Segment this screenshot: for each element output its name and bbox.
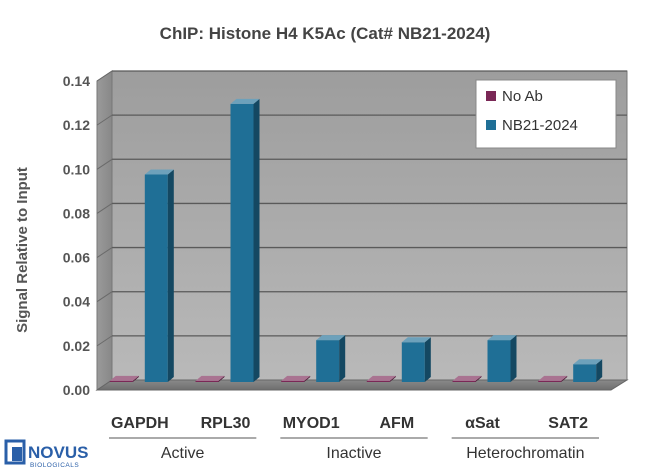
gridline-side bbox=[96, 335, 113, 347]
bar-no-ab bbox=[109, 375, 139, 382]
bar-nb21-2024 bbox=[316, 335, 346, 382]
bar-front bbox=[452, 380, 476, 382]
legend-entry: NB21-2024 bbox=[502, 117, 578, 134]
bar-top bbox=[316, 335, 346, 341]
bar-front bbox=[538, 380, 562, 382]
floor bbox=[95, 379, 629, 391]
chart-title: ChIP: Histone H4 K5Ac (Cat# NB21-2024) bbox=[160, 24, 491, 43]
gridline-side bbox=[96, 158, 113, 170]
bar-nb21-2024 bbox=[230, 98, 260, 383]
y-tick-label: 0.06 bbox=[63, 250, 90, 266]
y-axis-label: Signal Relative to Input bbox=[14, 167, 31, 333]
bar-no-ab bbox=[366, 375, 396, 382]
legend-swatch bbox=[486, 91, 496, 101]
bar-front bbox=[487, 340, 511, 382]
bar-top bbox=[144, 169, 174, 175]
bar-top bbox=[230, 98, 260, 104]
legend-entry: No Ab bbox=[502, 88, 543, 105]
y-tick-label: 0.00 bbox=[63, 382, 90, 398]
x-tick-label: RPL30 bbox=[201, 415, 251, 432]
x-tick-label: SAT2 bbox=[548, 415, 588, 432]
bar-front bbox=[109, 380, 133, 382]
bar-nb21-2024 bbox=[144, 169, 174, 382]
x-tick-label: AFM bbox=[380, 415, 415, 432]
bar-top bbox=[109, 375, 139, 381]
bar-no-ab bbox=[538, 375, 568, 382]
gridline-side bbox=[96, 291, 113, 303]
bar-side bbox=[167, 169, 174, 382]
bar-side bbox=[304, 375, 311, 382]
group-label: Active bbox=[161, 445, 205, 462]
bar-no-ab bbox=[281, 375, 311, 382]
y-tick-label: 0.02 bbox=[63, 338, 90, 354]
bar-side bbox=[218, 375, 225, 382]
y-tick-label: 0.04 bbox=[63, 294, 90, 310]
bar-nb21-2024 bbox=[401, 337, 431, 382]
logo-sub: BIOLOGICALS bbox=[30, 462, 79, 469]
bar-side bbox=[510, 335, 517, 382]
bar-front bbox=[316, 340, 340, 382]
bar-side bbox=[596, 359, 603, 382]
bar-no-ab bbox=[452, 375, 482, 382]
x-tick-label: GAPDH bbox=[111, 415, 169, 432]
bar-nb21-2024 bbox=[487, 335, 517, 382]
novus-logo: NOVUS BIOLOGICALS bbox=[4, 439, 88, 469]
legend-swatch bbox=[486, 120, 496, 130]
y-tick-label: 0.08 bbox=[63, 205, 90, 221]
bar-side bbox=[132, 375, 139, 382]
gridline-side bbox=[96, 70, 113, 82]
bar-top bbox=[538, 375, 568, 381]
bar-no-ab bbox=[195, 375, 225, 382]
y-tick-label: 0.10 bbox=[63, 161, 90, 177]
gridline-side bbox=[96, 247, 113, 258]
bar-front bbox=[281, 380, 305, 382]
bar-top bbox=[401, 337, 431, 343]
bar-front bbox=[230, 103, 254, 383]
bar-front bbox=[366, 380, 390, 382]
bar-top bbox=[573, 359, 603, 365]
bar-top bbox=[487, 335, 517, 341]
legend-box bbox=[475, 79, 617, 149]
bar-nb21-2024 bbox=[573, 359, 603, 382]
bar-top bbox=[281, 375, 311, 381]
bar-front bbox=[573, 364, 597, 382]
bar-side bbox=[339, 335, 346, 382]
bar-front bbox=[401, 342, 425, 382]
y-tick-label: 0.14 bbox=[63, 73, 90, 89]
x-tick-label: MYOD1 bbox=[283, 415, 340, 432]
group-label: Inactive bbox=[326, 445, 381, 462]
y-tick-label: 0.12 bbox=[63, 117, 90, 133]
bar-side bbox=[424, 337, 431, 382]
gridline-side bbox=[96, 114, 113, 126]
legend: No Ab NB21-2024 bbox=[475, 79, 617, 149]
logo-mark-icon bbox=[4, 439, 26, 465]
bar-top bbox=[195, 375, 225, 381]
bar-front bbox=[144, 174, 168, 382]
bar-front bbox=[195, 380, 219, 382]
bar-side bbox=[253, 98, 260, 383]
bar-top bbox=[366, 375, 396, 381]
bar-side bbox=[389, 375, 396, 382]
x-tick-label: αSat bbox=[465, 415, 500, 432]
group-label: Heterochromatin bbox=[466, 445, 584, 462]
gridline-side bbox=[96, 203, 113, 214]
logo-name: NOVUS bbox=[28, 443, 88, 462]
bar-top bbox=[452, 375, 482, 381]
bar-side bbox=[475, 375, 482, 382]
bar-side bbox=[561, 375, 568, 382]
side-wall bbox=[96, 70, 113, 391]
